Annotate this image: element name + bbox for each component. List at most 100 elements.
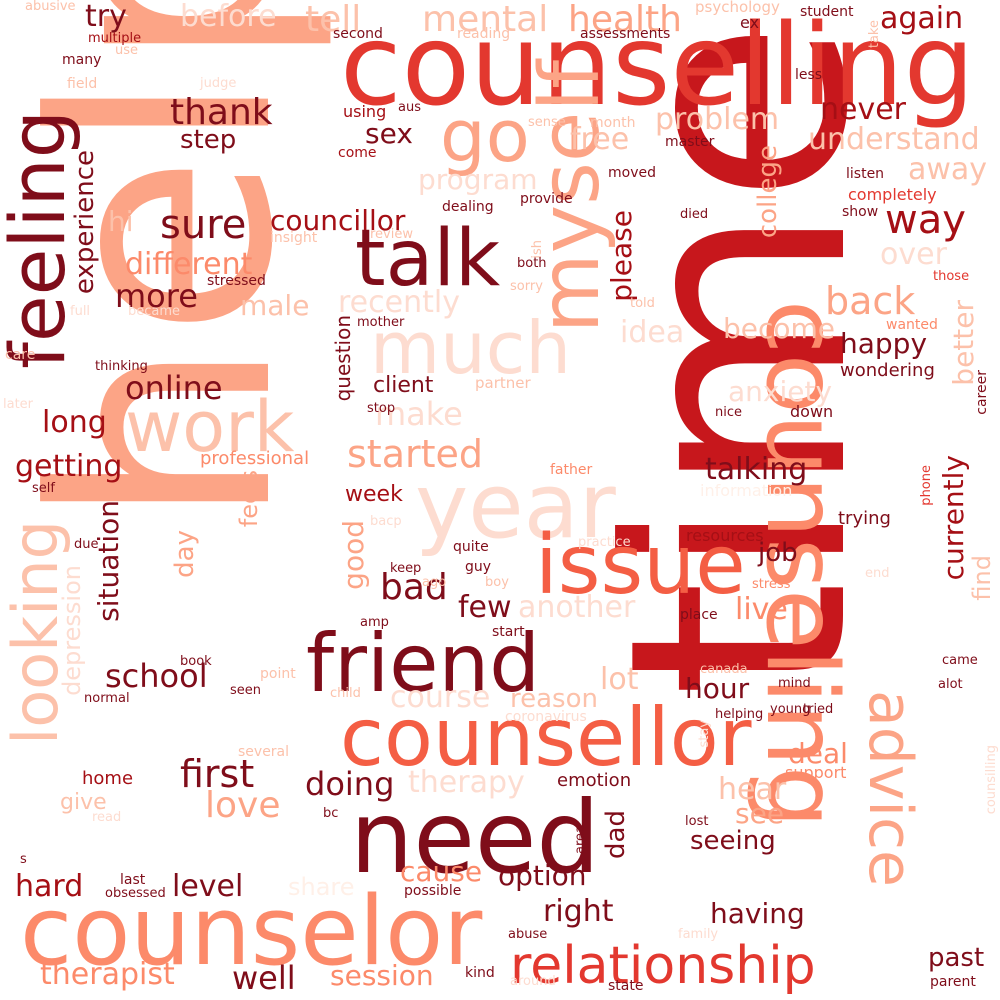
word: counselling — [340, 1, 975, 131]
word: boy — [485, 575, 509, 590]
word: stay — [697, 720, 712, 748]
word: completely — [848, 185, 937, 204]
word: trying — [838, 508, 891, 529]
word: aus — [398, 100, 421, 115]
word: therapist — [40, 957, 175, 992]
word: tell — [305, 0, 362, 40]
word: hear — [718, 772, 787, 807]
word: make — [375, 395, 463, 433]
word: counsellor — [340, 691, 752, 784]
word: stop — [367, 401, 396, 416]
word: show — [842, 204, 879, 220]
word: quite — [453, 539, 489, 555]
word: due — [74, 537, 99, 552]
word: issue — [535, 518, 746, 613]
word: level — [172, 869, 244, 904]
word: canada — [700, 662, 748, 677]
word: try — [85, 0, 127, 34]
word: share — [288, 873, 355, 901]
word: good — [337, 520, 370, 590]
word: online — [125, 369, 223, 407]
word: idea — [620, 315, 685, 350]
word: both — [517, 256, 547, 271]
word: talking — [705, 452, 808, 487]
word: another — [518, 590, 636, 625]
word: happy — [840, 327, 928, 360]
word: away — [908, 152, 988, 187]
word: never — [820, 92, 907, 127]
word: way — [885, 197, 966, 243]
word: friend — [306, 617, 540, 710]
word: understand — [808, 122, 980, 157]
word: start — [492, 624, 525, 640]
word: sorry — [510, 279, 543, 294]
word: possible — [404, 883, 462, 899]
word: past — [928, 943, 985, 973]
word: year — [415, 454, 616, 559]
word: coronavirus — [505, 709, 587, 725]
word: session — [330, 959, 434, 992]
word: job — [758, 538, 798, 568]
word: free — [570, 122, 630, 157]
word: over — [880, 237, 947, 272]
word: normal — [84, 691, 130, 706]
word: practice — [578, 535, 631, 550]
word: therapy — [408, 765, 525, 800]
word: live — [735, 592, 788, 627]
word: helping — [715, 707, 764, 722]
word: many — [62, 52, 102, 68]
word: provide — [520, 191, 573, 207]
word: end — [865, 566, 890, 581]
word: week — [345, 482, 403, 507]
word: few — [458, 590, 512, 625]
word: hi — [108, 205, 134, 238]
word: listen — [846, 166, 885, 182]
word: less — [795, 67, 823, 83]
word: hard — [15, 869, 84, 904]
word: obsessed — [105, 886, 166, 901]
word: alot — [938, 677, 963, 692]
word: step — [180, 125, 237, 155]
word: became — [128, 304, 181, 319]
word: college — [753, 145, 783, 239]
word: home — [82, 768, 134, 789]
word: book — [180, 654, 212, 669]
word: those — [933, 269, 970, 284]
word: long — [42, 405, 107, 440]
word: see — [735, 797, 785, 830]
word: professional — [200, 448, 310, 469]
word: down — [790, 402, 834, 421]
word: work — [125, 386, 295, 468]
word: day — [170, 530, 200, 578]
word: keep — [390, 561, 422, 576]
word: hour — [685, 672, 750, 705]
word: read — [92, 810, 122, 825]
word: option — [498, 859, 587, 892]
word: information — [700, 481, 793, 500]
word: getting — [15, 449, 123, 484]
word: abuse — [508, 927, 548, 942]
word: guy — [465, 559, 492, 575]
word: thinking — [95, 359, 148, 374]
word: tried — [803, 702, 834, 717]
word: insight — [270, 230, 318, 246]
word: anxiety — [728, 375, 833, 408]
word: self — [32, 481, 55, 496]
word: first — [180, 752, 255, 796]
word: told — [630, 296, 655, 311]
word: health — [568, 0, 682, 40]
word: area — [573, 825, 588, 854]
word: right — [543, 894, 614, 929]
word: bad — [380, 567, 448, 608]
word: young — [770, 702, 811, 717]
word: dad — [601, 810, 631, 859]
word: love — [205, 785, 281, 826]
word: around — [510, 974, 556, 989]
word: feeling — [0, 110, 82, 369]
word: master — [665, 134, 715, 150]
word: mental — [422, 0, 549, 40]
word: kind — [465, 965, 495, 981]
word: need — [350, 779, 600, 896]
word: male — [240, 289, 310, 322]
word: question — [331, 315, 355, 402]
